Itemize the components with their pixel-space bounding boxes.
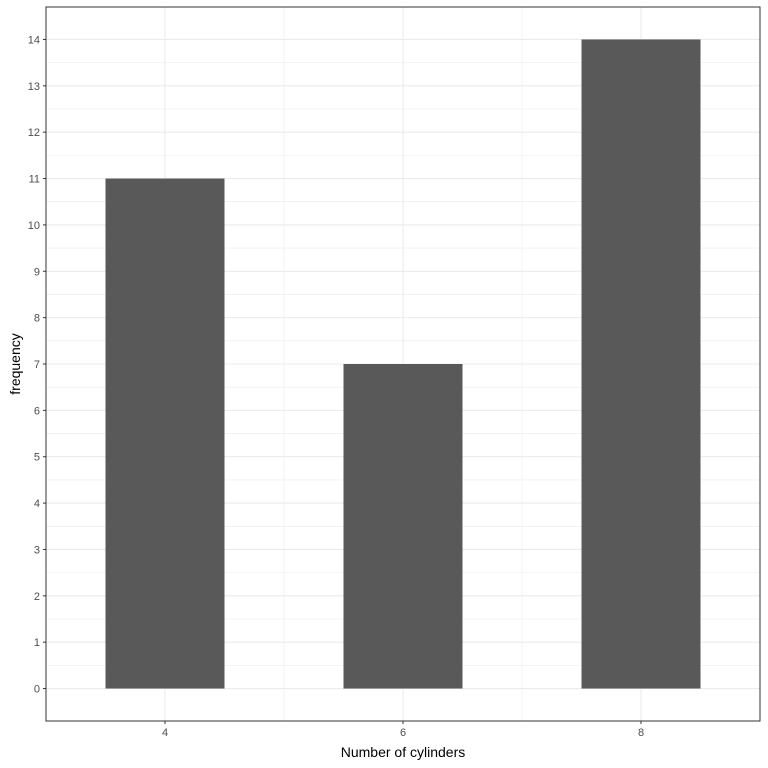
y-tick-label: 2 xyxy=(34,591,40,603)
x-tick-label: 8 xyxy=(638,727,644,739)
y-tick-label: 7 xyxy=(34,359,40,371)
y-tick-label: 10 xyxy=(28,220,40,232)
y-tick-label: 14 xyxy=(28,34,40,46)
y-tick-label: 0 xyxy=(34,684,40,696)
y-tick-label: 6 xyxy=(34,405,40,417)
y-tick-label: 5 xyxy=(34,452,40,464)
bars xyxy=(105,39,701,689)
y-tick-label: 1 xyxy=(34,637,40,649)
y-tick-label: 8 xyxy=(34,313,40,325)
bar-4 xyxy=(105,178,225,689)
x-axis: 4 6 8 xyxy=(162,721,644,739)
bar-8 xyxy=(581,39,701,689)
y-tick-label: 9 xyxy=(34,266,40,278)
y-tick-label: 12 xyxy=(28,127,40,139)
y-tick-label: 3 xyxy=(34,544,40,556)
x-tick-label: 6 xyxy=(400,727,406,739)
bar-6 xyxy=(343,364,463,689)
y-axis-title: frequency xyxy=(7,333,23,394)
y-tick-label: 4 xyxy=(34,498,40,510)
x-tick-label: 4 xyxy=(162,727,168,739)
y-tick-label: 13 xyxy=(28,81,40,93)
x-axis-title: Number of cylinders xyxy=(341,744,466,760)
y-tick-label: 11 xyxy=(29,174,40,186)
